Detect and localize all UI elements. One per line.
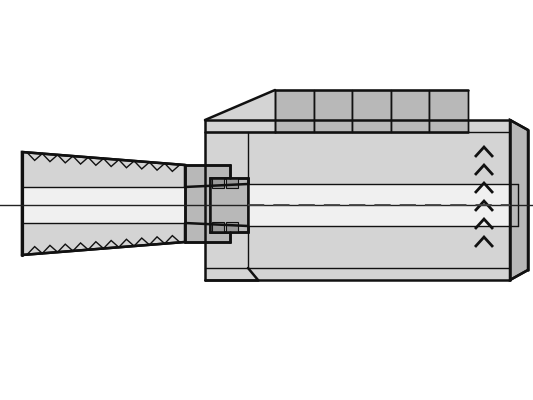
Polygon shape <box>275 90 313 132</box>
Polygon shape <box>22 187 185 223</box>
Polygon shape <box>226 178 238 188</box>
Polygon shape <box>313 90 352 132</box>
Polygon shape <box>391 90 430 132</box>
Polygon shape <box>510 120 528 280</box>
Polygon shape <box>205 120 510 280</box>
Polygon shape <box>210 178 248 232</box>
Polygon shape <box>185 165 230 242</box>
Polygon shape <box>212 178 224 188</box>
Polygon shape <box>205 90 275 132</box>
Polygon shape <box>226 222 238 232</box>
Polygon shape <box>212 222 224 232</box>
Polygon shape <box>248 184 528 226</box>
Polygon shape <box>430 90 468 132</box>
Polygon shape <box>352 90 391 132</box>
Polygon shape <box>22 152 185 255</box>
